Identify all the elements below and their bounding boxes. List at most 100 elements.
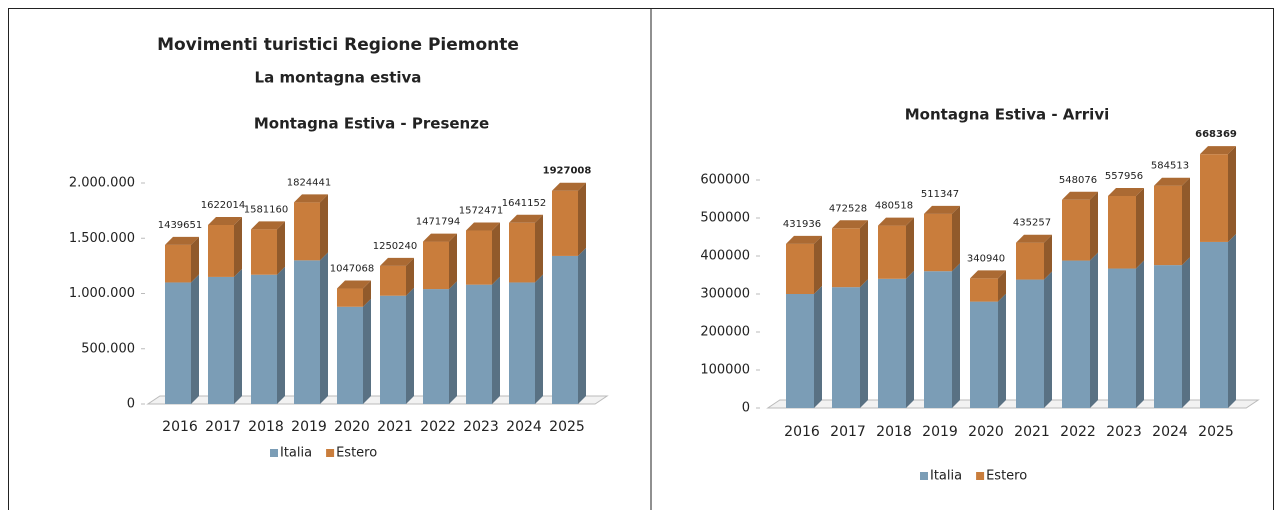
- bar-side: [492, 276, 500, 404]
- bar-side: [363, 280, 371, 307]
- bar-segment: [924, 213, 952, 272]
- bar-side: [406, 287, 414, 404]
- chart-title: Montagna Estiva - Arrivi: [905, 106, 1110, 124]
- x-tick-label: 2021: [1014, 424, 1050, 440]
- bar-side: [952, 205, 960, 272]
- bar-segment: [337, 288, 363, 307]
- x-tick-label: 2024: [506, 419, 542, 435]
- bar-side: [1090, 252, 1098, 408]
- bar-segment: [970, 278, 998, 302]
- bar-segment: [786, 243, 814, 294]
- bar-side: [1136, 260, 1144, 408]
- x-tick-label: 2020: [968, 424, 1004, 440]
- bar-side: [449, 233, 457, 290]
- bar-side: [578, 247, 586, 404]
- bar-segment: [423, 289, 449, 404]
- legend-swatch: [270, 449, 278, 457]
- bar-top: [970, 270, 1006, 279]
- bar-top: [924, 205, 960, 214]
- total-label: 1641152: [502, 198, 547, 209]
- legend-label: Italia: [280, 446, 312, 461]
- bar-top: [1200, 146, 1236, 155]
- x-tick-label: 2021: [377, 419, 413, 435]
- y-tick-label: 0: [742, 401, 750, 416]
- total-label: 1250240: [373, 241, 418, 252]
- bar-segment: [466, 284, 492, 404]
- y-tick-label: 1.000.000: [69, 286, 135, 301]
- legend-swatch: [920, 472, 928, 480]
- bar-side: [1136, 187, 1144, 269]
- y-tick-label: 2.000.000: [69, 176, 135, 191]
- bar-segment: [552, 190, 578, 256]
- bar-segment: [509, 282, 535, 404]
- bar-side: [1228, 146, 1236, 242]
- bar-top: [786, 235, 822, 244]
- total-label: 1824441: [287, 177, 332, 188]
- bar-top: [337, 280, 371, 289]
- bar-segment: [832, 287, 860, 408]
- bar-side: [860, 220, 868, 288]
- total-label: 472528: [829, 203, 867, 214]
- bar-top: [294, 194, 328, 203]
- bar-top: [423, 233, 457, 242]
- bar-side: [320, 252, 328, 404]
- bar-segment: [423, 241, 449, 290]
- bar-segment: [165, 244, 191, 283]
- x-tick-label: 2017: [830, 424, 866, 440]
- y-tick-label: 0: [127, 397, 135, 412]
- bar-side: [277, 266, 285, 404]
- bar-segment: [380, 295, 406, 404]
- bar-side: [952, 263, 960, 408]
- bar-side: [1044, 271, 1052, 408]
- x-tick-label: 2023: [1106, 424, 1142, 440]
- bar-segment: [878, 278, 906, 408]
- total-label: 584513: [1151, 161, 1189, 172]
- page-subtitle: La montagna estiva: [255, 69, 422, 87]
- bar-segment: [552, 255, 578, 404]
- bar-segment: [924, 271, 952, 408]
- bar-side: [578, 182, 586, 256]
- bar-top: [1016, 234, 1052, 243]
- legend-swatch: [326, 449, 335, 457]
- total-label: 668369: [1195, 129, 1237, 140]
- x-tick-label: 2025: [1198, 424, 1234, 440]
- bar-side: [535, 274, 543, 404]
- legend-label: Estero: [986, 469, 1027, 484]
- bar-side: [814, 235, 822, 294]
- bar-top: [208, 216, 242, 225]
- legend-swatch: [976, 472, 985, 480]
- bar-segment: [786, 294, 814, 408]
- x-tick-label: 2019: [291, 419, 327, 435]
- y-tick-label: 200000: [700, 325, 750, 340]
- bar-top: [1154, 177, 1190, 186]
- bar-segment: [1016, 279, 1044, 408]
- x-tick-label: 2022: [1060, 424, 1096, 440]
- bar-side: [860, 279, 868, 408]
- frame: [8, 8, 1274, 514]
- total-label: 1622014: [201, 200, 246, 211]
- bar-segment: [1062, 260, 1090, 408]
- bar-segment: [337, 306, 363, 404]
- bar-side: [1182, 177, 1190, 266]
- bar-top: [552, 182, 586, 191]
- x-tick-label: 2022: [420, 419, 456, 435]
- bar-side: [277, 221, 285, 275]
- total-label: 1471794: [416, 217, 461, 228]
- total-label: 548076: [1059, 175, 1097, 186]
- y-tick-label: 100000: [700, 363, 750, 378]
- bar-segment: [1154, 265, 1182, 408]
- bar-segment: [294, 202, 320, 261]
- legend-label: Estero: [336, 446, 377, 461]
- bar-side: [191, 236, 199, 283]
- page-title: Movimenti turistici Regione Piemonte: [157, 35, 519, 55]
- x-tick-label: 2018: [876, 424, 912, 440]
- bar-segment: [1108, 268, 1136, 408]
- bar-top: [1108, 187, 1144, 196]
- bar-segment: [466, 230, 492, 285]
- bar-side: [191, 274, 199, 404]
- total-label: 1047068: [330, 264, 375, 275]
- bar-segment: [1108, 195, 1136, 269]
- bar-side: [363, 298, 371, 404]
- bar-side: [449, 281, 457, 404]
- x-tick-label: 2024: [1152, 424, 1188, 440]
